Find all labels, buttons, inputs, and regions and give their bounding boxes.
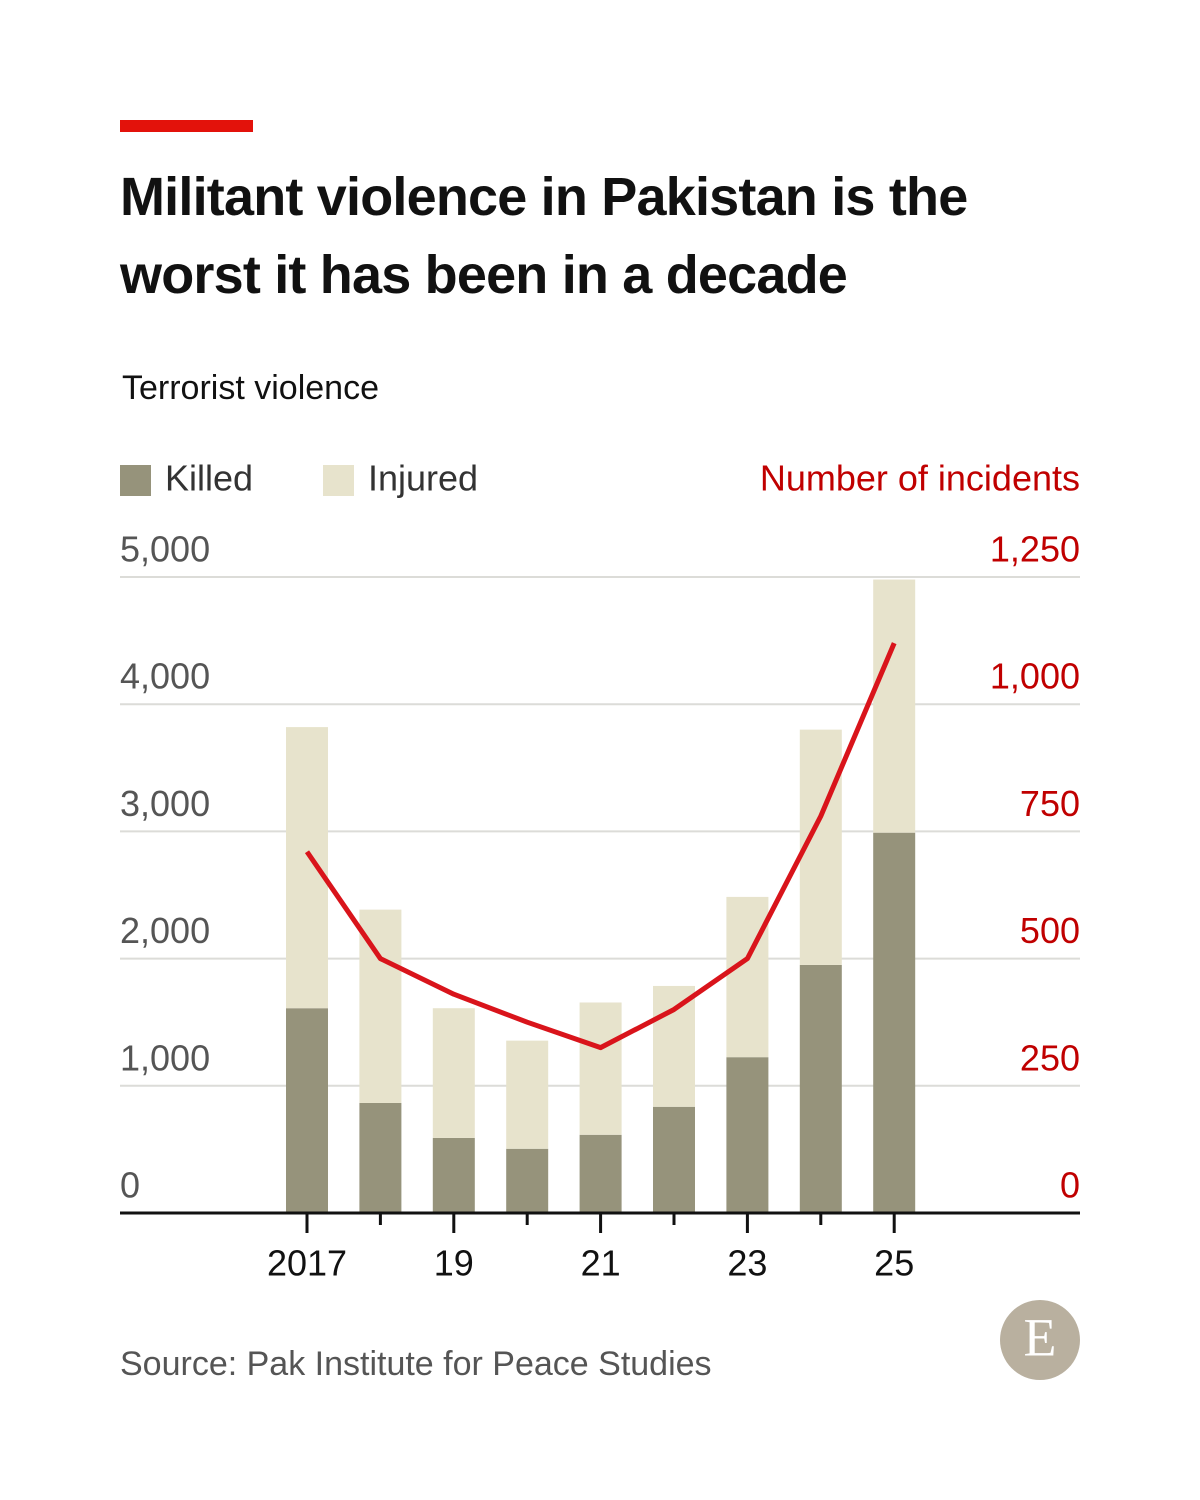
bar-segment: [873, 832, 916, 1213]
y-tick-label: 4,000: [120, 656, 210, 697]
y-tick-label: 3,000: [120, 783, 210, 824]
y2-tick-label: 250: [1020, 1037, 1080, 1078]
bar-segment: [653, 985, 695, 1107]
legend-swatch: [120, 465, 151, 496]
bar-segment: [506, 1148, 549, 1213]
bar-segment: [506, 1040, 549, 1149]
legend-label: Killed: [165, 458, 253, 499]
bar-segment: [653, 1106, 695, 1213]
bar-segment: [359, 1102, 402, 1213]
y2-tick-label: 1,250: [990, 529, 1080, 570]
y2-tick-label: 0: [1060, 1165, 1080, 1206]
accent-bar: [120, 120, 253, 132]
x-tick-label: 21: [581, 1243, 621, 1284]
y2-tick-label: 750: [1020, 783, 1080, 824]
bar-segment: [726, 1057, 769, 1213]
logo: E: [1024, 1307, 1057, 1367]
legend-label: Injured: [368, 458, 478, 499]
chart-title: Militant violence in Pakistan is the wor…: [120, 167, 968, 305]
line: [304, 642, 897, 1051]
y-tick-label: 5,000: [120, 529, 210, 570]
logo-circle: [1000, 1300, 1080, 1380]
y2-axis-label: Number of incidents: [760, 458, 1080, 499]
x-tick-label: 25: [874, 1243, 914, 1284]
x-tick-label: 19: [434, 1243, 474, 1284]
bar-segment: [873, 579, 916, 833]
bar-segment: [799, 964, 842, 1213]
bar-segment: [579, 1134, 622, 1213]
source: Source: Pak Institute for Peace Studies: [120, 1345, 712, 1383]
bar-segment: [726, 896, 769, 1058]
bar-segment: [432, 1137, 475, 1213]
bar-segment: [579, 1002, 622, 1135]
subtitle: Terrorist violence: [122, 369, 379, 407]
y-tick-label: 2,000: [120, 910, 210, 951]
y2-tick-label: 1,000: [990, 656, 1080, 697]
x-tick-label: 2017: [267, 1243, 347, 1284]
y2-tick-label: 500: [1020, 910, 1080, 951]
x-tick-label: 23: [727, 1243, 767, 1284]
y-tick-label: 0: [120, 1165, 140, 1206]
bar-segment: [286, 727, 328, 1009]
y-tick-label: 1,000: [120, 1037, 210, 1078]
bar-segment: [432, 1008, 475, 1138]
legend-swatch: [323, 465, 354, 496]
bar-segment: [286, 1008, 328, 1213]
